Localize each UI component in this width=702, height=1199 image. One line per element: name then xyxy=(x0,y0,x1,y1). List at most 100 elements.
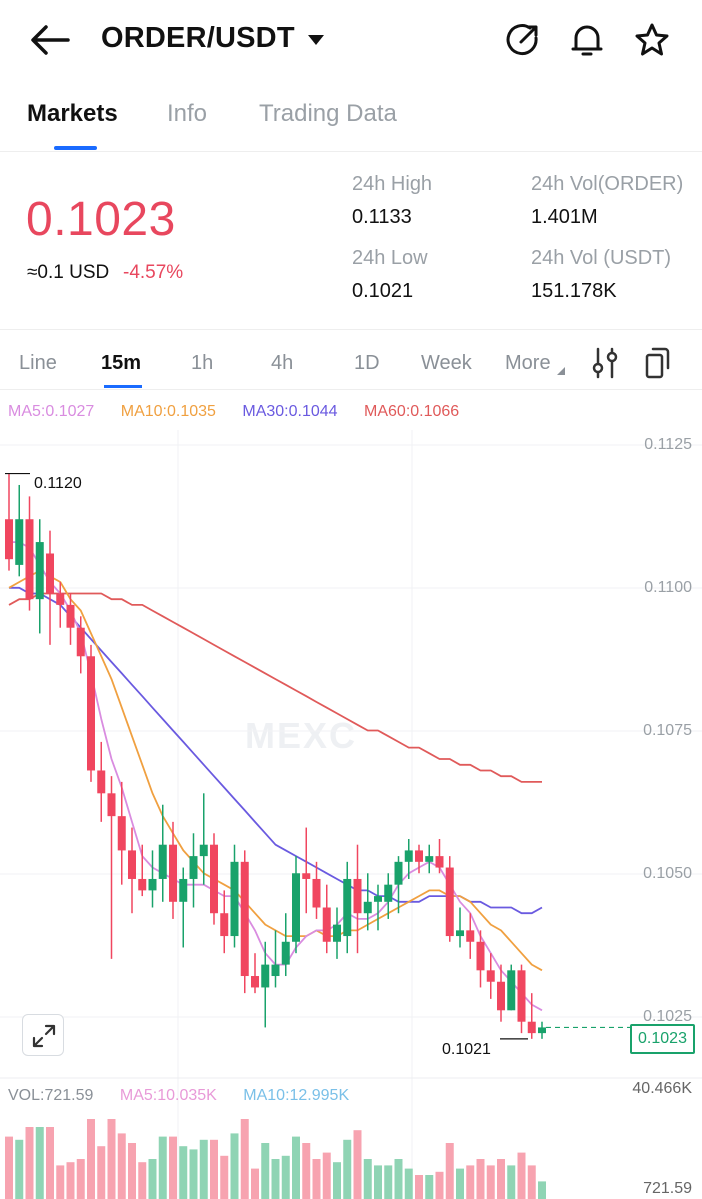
volume-bar xyxy=(128,1143,136,1199)
candle-body xyxy=(394,861,403,885)
volume-bar xyxy=(476,1159,485,1199)
volume-bar xyxy=(456,1168,464,1199)
volume-bar xyxy=(220,1155,229,1199)
volume-bar xyxy=(445,1143,454,1199)
interval-bar: Line 15m 1h 4h 1D Week More xyxy=(0,330,702,390)
share-icon[interactable] xyxy=(503,20,543,60)
candle-body xyxy=(425,856,434,862)
y-label-4: 0.1025 xyxy=(643,1008,692,1025)
volume-bar xyxy=(179,1146,188,1199)
candle-body xyxy=(251,976,259,988)
candle-body xyxy=(220,913,229,937)
candle-body xyxy=(497,981,505,1011)
candle-body xyxy=(15,519,24,565)
price-markers xyxy=(5,472,630,1040)
chart-grid xyxy=(0,430,702,1199)
usd-approx: ≈0.1 USD xyxy=(27,262,110,283)
y-label-0: 0.1125 xyxy=(644,436,692,453)
volume-bar xyxy=(435,1171,444,1199)
volume-bar xyxy=(497,1159,505,1199)
candle-body xyxy=(169,844,177,902)
candle-body xyxy=(353,878,362,914)
volume-bar xyxy=(117,1133,126,1199)
volume-bar xyxy=(322,1152,331,1199)
vol-base-value: 1.401M xyxy=(531,206,598,228)
expand-icon xyxy=(32,1024,56,1048)
candle-body xyxy=(97,770,106,794)
volume-bar xyxy=(415,1175,423,1199)
candle-body xyxy=(538,1027,546,1034)
candle-body xyxy=(5,519,13,560)
volume-bar xyxy=(87,1119,95,1199)
tab-trading-data[interactable]: Trading Data xyxy=(259,100,397,127)
volume-bars xyxy=(5,1119,546,1199)
high-value: 0.1133 xyxy=(352,206,412,228)
volume-bar xyxy=(66,1162,75,1199)
candle-body xyxy=(476,941,485,971)
rotate-screen-icon[interactable] xyxy=(643,346,673,380)
volume-bar xyxy=(138,1162,147,1199)
volume-bar xyxy=(517,1152,526,1199)
vol-ma10-value: MA10:12.995K xyxy=(243,1087,350,1104)
candle-body xyxy=(363,901,372,914)
candle-body xyxy=(333,924,341,942)
indicator-settings-icon[interactable] xyxy=(590,346,620,380)
low-value: 0.1021 xyxy=(352,280,414,302)
back-arrow-icon[interactable] xyxy=(28,20,72,60)
candles xyxy=(5,473,546,1039)
candle-body xyxy=(128,850,136,879)
interval-4h[interactable]: 4h xyxy=(271,352,294,374)
volume-bar xyxy=(97,1146,106,1199)
candle-body xyxy=(46,553,54,594)
y-label-1: 0.1100 xyxy=(644,579,692,596)
caret-down-icon[interactable] xyxy=(306,31,326,49)
current-price-tag: 0.1023 xyxy=(630,1024,695,1054)
last-price: 0.1023 xyxy=(26,193,176,246)
mexc-watermark: MEXC xyxy=(245,715,358,756)
tab-info[interactable]: Info xyxy=(167,100,208,127)
interval-indicator xyxy=(104,385,142,388)
star-icon[interactable] xyxy=(632,20,672,60)
candle-body xyxy=(322,907,331,942)
volume-bar xyxy=(384,1165,393,1199)
interval-15m[interactable]: 15m xyxy=(101,352,142,374)
ma30-value: MA30:0.1044 xyxy=(242,403,338,420)
tab-markets[interactable]: Markets xyxy=(27,100,118,127)
interval-1d[interactable]: 1D xyxy=(354,352,380,374)
low-marker-label: 0.1021 xyxy=(442,1041,491,1058)
candle-body xyxy=(343,878,352,937)
volume-bar xyxy=(76,1159,85,1199)
candle-body xyxy=(148,878,157,891)
main-tabs: Markets Info Trading Data xyxy=(0,92,702,152)
candle-body xyxy=(189,856,198,879)
interval-more[interactable]: More xyxy=(505,352,551,374)
vol-base-label: 24h Vol(ORDER) xyxy=(531,173,684,195)
volume-bar xyxy=(189,1149,198,1199)
volume-bar xyxy=(292,1136,300,1199)
volume-bar xyxy=(35,1127,44,1199)
candle-body xyxy=(374,896,382,902)
candle-body xyxy=(87,656,95,771)
candle-body xyxy=(445,867,454,937)
candle-body xyxy=(25,519,34,600)
volume-bar xyxy=(281,1155,290,1199)
candle-body xyxy=(486,970,495,982)
low-label: 24h Low xyxy=(352,247,428,269)
bell-icon[interactable] xyxy=(567,20,607,60)
volume-bar xyxy=(148,1159,157,1199)
interval-week[interactable]: Week xyxy=(421,352,472,374)
volume-bar xyxy=(343,1139,352,1199)
interval-1h[interactable]: 1h xyxy=(191,352,214,374)
volume-bar xyxy=(158,1136,167,1199)
pair-title[interactable]: ORDER/USDT xyxy=(101,22,295,54)
volume-bar xyxy=(230,1133,239,1199)
header: ORDER/USDT xyxy=(0,0,702,80)
vol-quote-value: 151.178K xyxy=(531,280,617,302)
volume-bar xyxy=(25,1127,34,1199)
candle-body xyxy=(261,964,270,988)
fullscreen-button[interactable] xyxy=(22,1014,64,1056)
candle-body xyxy=(199,844,208,857)
interval-line[interactable]: Line xyxy=(19,352,57,374)
candle-body xyxy=(435,856,444,868)
